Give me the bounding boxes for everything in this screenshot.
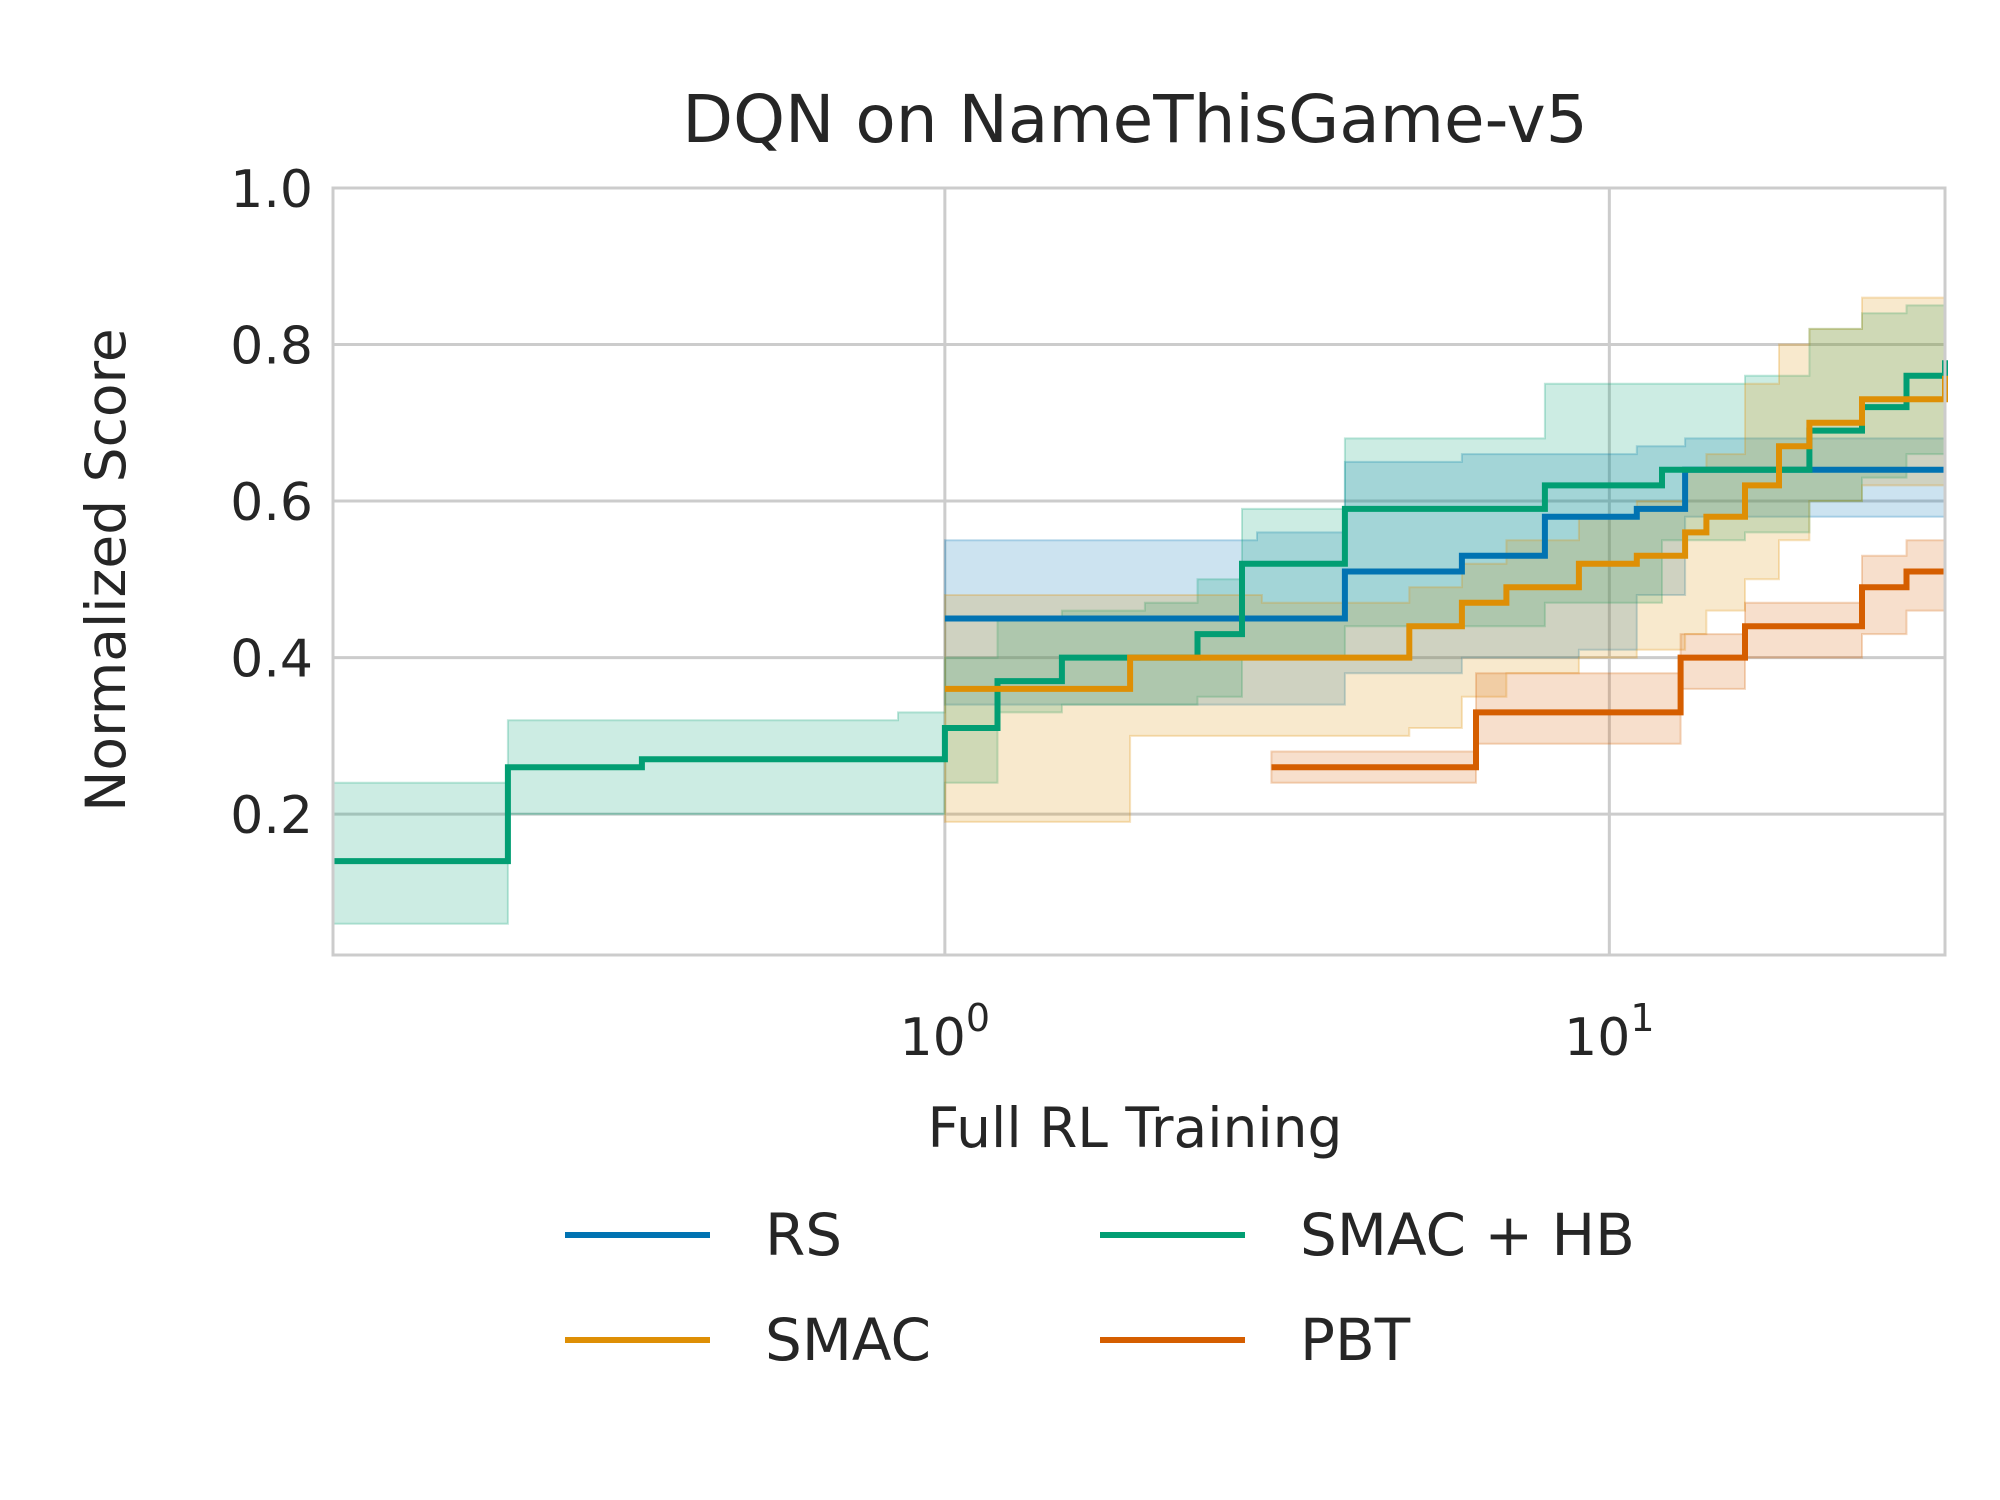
y-tick-label: 1.0 — [230, 160, 313, 220]
confidence-bands — [332, 281, 1946, 925]
x-ticks: 100 101 — [900, 996, 1655, 1068]
x-axis-label: Full RL Training — [928, 1096, 1343, 1160]
legend-label-smac-hb: SMAC + HB — [1300, 1201, 1635, 1269]
y-tick-label: 0.8 — [230, 317, 313, 377]
x-tick-label: 100 — [900, 996, 990, 1068]
x-tick-label: 101 — [1564, 996, 1654, 1068]
series-lines — [333, 360, 1948, 865]
y-tick-label: 0.4 — [230, 630, 313, 690]
legend-label-rs: RS — [765, 1201, 842, 1269]
series-line-smac — [944, 375, 1948, 692]
y-ticks: 0.2 0.4 0.6 0.8 1.0 — [230, 160, 313, 846]
series-line-pbt — [1271, 568, 1945, 771]
series-line-rs — [944, 466, 1945, 622]
y-tick-label: 0.6 — [230, 473, 313, 533]
legend-label-smac: SMAC — [765, 1306, 931, 1374]
legend: RS SMAC + HB SMAC PBT — [565, 1201, 1635, 1374]
plot-frame — [331, 186, 1947, 957]
series-line-smac-hb — [333, 360, 1948, 865]
y-axis-label: Normalized Score — [74, 328, 138, 811]
y-tick-label: 0.2 — [230, 786, 313, 846]
legend-label-pbt: PBT — [1300, 1306, 1411, 1374]
chart-title: DQN on NameThisGame-v5 — [682, 81, 1587, 158]
